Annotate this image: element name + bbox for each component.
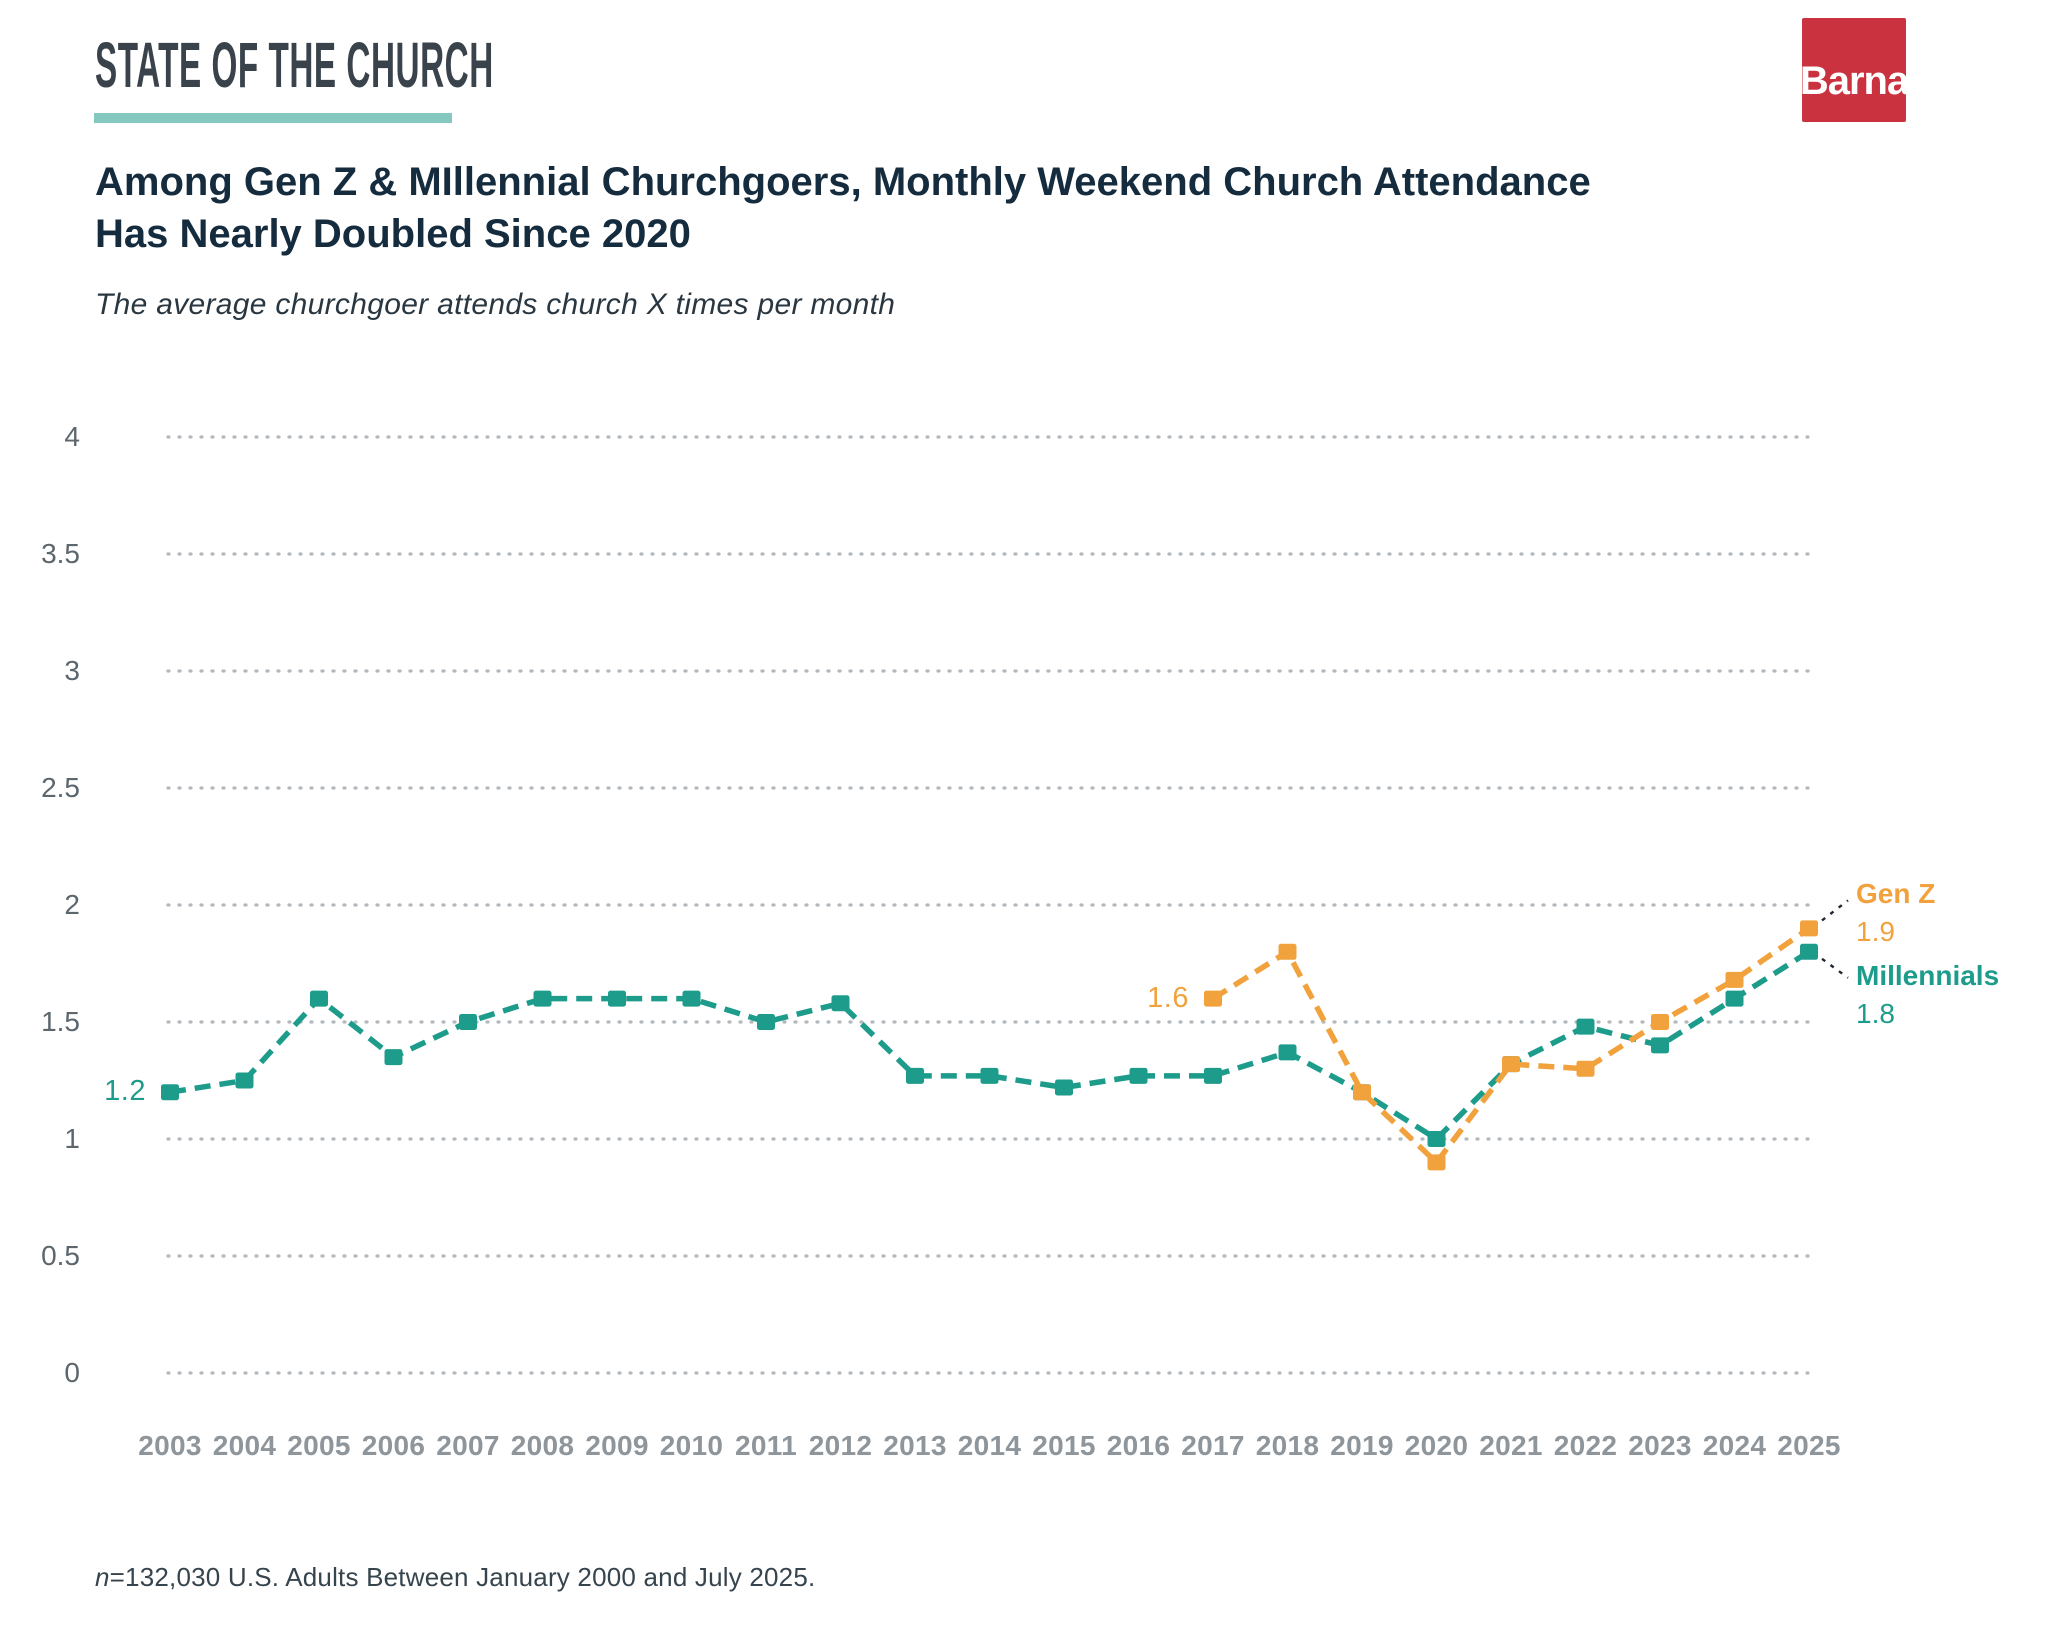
data-point-gen-z-2019: [1353, 1084, 1371, 1101]
x-axis-label-2020: 2020: [1404, 1430, 1469, 1461]
x-axis-label-2017: 2017: [1181, 1430, 1245, 1461]
data-point-millennials-2017: [1204, 1067, 1222, 1084]
data-point-millennials-2003: [161, 1084, 179, 1101]
data-point-millennials-2020: [1427, 1131, 1446, 1147]
data-point-millennials-2016: [1129, 1067, 1148, 1084]
legend-label-gen-z: Gen Z: [1856, 878, 1936, 910]
y-axis-label-1.5: 1.5: [41, 1006, 80, 1037]
y-axis-label-0.5: 0.5: [41, 1240, 80, 1271]
x-axis-label-2014: 2014: [957, 1430, 1022, 1461]
kicker-underline: [94, 113, 452, 123]
data-point-millennials-2005: [310, 990, 328, 1007]
data-point-millennials-2004: [235, 1072, 254, 1089]
data-point-millennials-2012: [831, 995, 850, 1012]
y-axis-label-0: 0: [64, 1357, 80, 1388]
data-point-gen-z-2025: [1800, 920, 1818, 937]
x-axis-label-2011: 2011: [735, 1430, 797, 1461]
genz-legend-connector: [1821, 899, 1849, 922]
data-point-gen-z-2024: [1725, 971, 1744, 988]
legend-value-gen-z: 1.9: [1856, 916, 1895, 948]
y-axis-label-4: 4: [64, 421, 80, 452]
y-axis-label-1: 1: [64, 1123, 80, 1154]
x-axis-label-2005: 2005: [287, 1430, 351, 1461]
footnote-n-symbol: n: [95, 1562, 110, 1592]
data-point-millennials-2015: [1055, 1079, 1073, 1096]
millennials-legend-connector: [1821, 957, 1849, 979]
y-axis-label-3.5: 3.5: [41, 538, 80, 569]
data-point-millennials-2023: [1651, 1037, 1669, 1054]
x-axis-label-2008: 2008: [510, 1430, 575, 1461]
data-point-millennials-2011: [757, 1014, 775, 1030]
chart-title: Among Gen Z & MIllennial Churchgoers, Mo…: [95, 160, 1591, 256]
x-axis-label-2010: 2010: [659, 1430, 724, 1461]
data-point-millennials-2025: [1800, 943, 1818, 960]
barna-logo: Barna: [1799, 18, 1909, 122]
point-label-1.6: 1.6: [1147, 981, 1189, 1014]
x-axis-label-2009: 2009: [585, 1430, 649, 1461]
data-point-gen-z-2018: [1278, 943, 1297, 960]
sample-footnote: n=132,030 U.S. Adults Between January 20…: [95, 1562, 815, 1593]
x-axis-label-2012: 2012: [808, 1430, 873, 1461]
data-point-millennials-2006: [384, 1049, 403, 1066]
chart-subtitle: The average churchgoer attends church X …: [95, 288, 896, 321]
footnote-text: =132,030 U.S. Adults Between January 200…: [109, 1562, 816, 1592]
data-point-millennials-2008: [533, 990, 552, 1007]
barna-logo-text: Barna: [1799, 58, 1909, 103]
x-axis-label-2018: 2018: [1255, 1430, 1320, 1461]
x-axis-label-2023: 2023: [1628, 1430, 1692, 1461]
y-axis-label-2: 2: [64, 889, 80, 920]
legend-label-millennials: Millennials: [1856, 959, 2000, 991]
data-point-gen-z-2022: [1576, 1060, 1595, 1077]
x-axis-label-2024: 2024: [1702, 1430, 1767, 1461]
x-axis-label-2016: 2016: [1106, 1430, 1171, 1461]
point-label-1.2: 1.2: [104, 1075, 146, 1108]
x-axis-label-2004: 2004: [212, 1430, 277, 1461]
x-axis-label-2025: 2025: [1777, 1430, 1841, 1461]
data-point-millennials-2024: [1725, 990, 1744, 1007]
y-axis-label-2.5: 2.5: [41, 772, 80, 803]
series-line-gen-z: [1211, 926, 1811, 1167]
x-axis-label-2022: 2022: [1553, 1430, 1618, 1461]
data-point-millennials-2007: [459, 1014, 477, 1030]
data-point-millennials-2010: [682, 990, 701, 1007]
kicker-heading: STATE OF THE CHURCH: [95, 29, 494, 101]
data-point-gen-z-2020: [1427, 1154, 1446, 1171]
series-line-millennials: [169, 949, 1811, 1143]
data-point-millennials-2022: [1576, 1018, 1595, 1035]
data-point-millennials-2013: [906, 1067, 924, 1084]
data-point-millennials-2014: [980, 1067, 999, 1084]
legend-value-millennials: 1.8: [1856, 997, 1895, 1029]
data-point-millennials-2009: [608, 990, 626, 1007]
x-axis-label-2006: 2006: [361, 1430, 426, 1461]
x-axis-label-2015: 2015: [1032, 1430, 1096, 1461]
x-axis-label-2019: 2019: [1330, 1430, 1394, 1461]
x-axis-label-2013: 2013: [883, 1430, 947, 1461]
x-axis-label-2003: 2003: [138, 1430, 202, 1461]
y-axis-label-3: 3: [64, 655, 80, 686]
data-point-millennials-2018: [1278, 1044, 1297, 1061]
data-point-gen-z-2023: [1651, 1014, 1669, 1030]
x-axis-label-2007: 2007: [436, 1430, 500, 1461]
data-point-gen-z-2021: [1502, 1056, 1520, 1073]
data-point-gen-z-2017: [1204, 990, 1222, 1007]
x-axis-label-2021: 2021: [1479, 1430, 1543, 1461]
